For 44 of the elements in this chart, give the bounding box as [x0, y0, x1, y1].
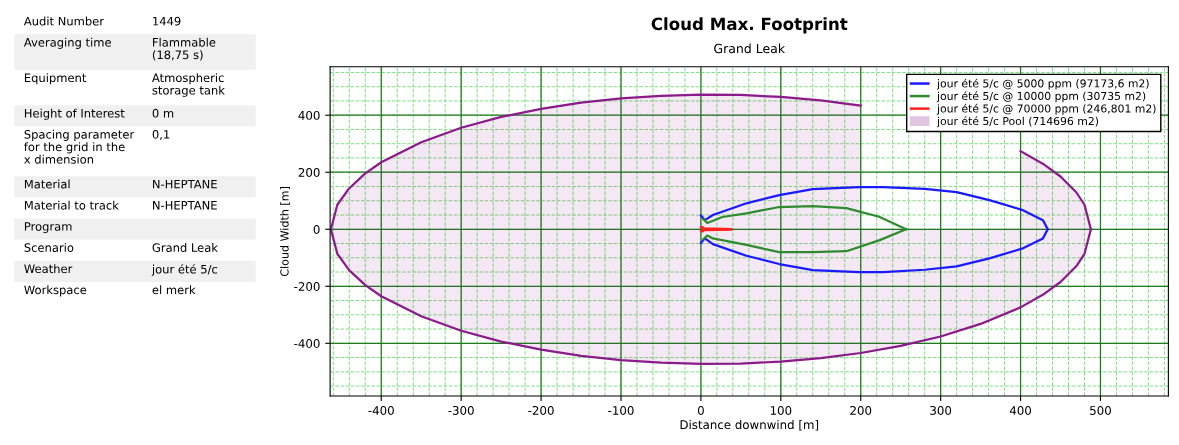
text: Flammable (18,75 s)	[152, 37, 216, 61]
category-label: Program	[24, 222, 72, 234]
chart-subtitle: Grand Leak	[714, 43, 786, 54]
text: 1449	[153, 16, 181, 26]
text: N-HEPTANE	[153, 201, 217, 210]
x-tick-label: -100	[608, 405, 634, 415]
category-label: Averaging time	[23, 37, 111, 49]
category-label: Equipment	[24, 73, 87, 85]
y-tick-label: 200	[298, 167, 320, 177]
category-label: Material to track	[24, 200, 119, 210]
category-label: Material	[24, 179, 70, 189]
x-tick-label: -200	[528, 405, 554, 415]
text: jour été 5/c	[151, 264, 218, 276]
x-tick-label: 200	[850, 405, 872, 415]
legend-label: jour été 5/c @ 70000 ppm (246,801 m2)	[936, 103, 1156, 115]
text: Grand Leak	[152, 243, 218, 252]
text: Atmospheric storage tank	[152, 73, 225, 97]
y-tick-label: 0	[313, 224, 320, 234]
y-tick-label: -200	[294, 282, 320, 291]
legend-label: jour été 5/c @ 5000 ppm (97173,6 m2)	[936, 78, 1149, 90]
y-tick-label: -400	[294, 339, 320, 348]
x-tick-label: 0	[697, 405, 704, 415]
legend-label: jour été 5/c Pool (714696 m2)	[936, 116, 1099, 128]
y-tick-label: 400	[298, 110, 320, 120]
category-label: Audit Number	[23, 16, 105, 26]
x-tick-label: 100	[770, 405, 792, 415]
text: 0 m	[152, 108, 174, 118]
text: 0,1	[152, 130, 170, 140]
category-label: Weather	[24, 264, 73, 274]
x-tick-label: -300	[448, 405, 474, 415]
y-axis-title: Cloud Width [m]	[280, 187, 290, 277]
x-tick-label: -400	[368, 405, 394, 415]
chart-title: Cloud Max. Footprint	[651, 17, 848, 34]
text: N-HEPTANE	[153, 179, 217, 189]
x-tick-label: 300	[930, 405, 952, 415]
text: el merk	[152, 285, 196, 295]
x-tick-label: 400	[1009, 405, 1032, 415]
x-axis-title: Distance downwind [m]	[680, 419, 819, 431]
category-label: Spacing parameter for the grid in the x dimension	[24, 129, 135, 164]
category-label: Scenario	[24, 243, 74, 252]
legend-label: jour été 5/c @ 10000 ppm (30735 m2)	[936, 91, 1146, 103]
category-label: Workspace	[24, 285, 87, 297]
x-tick-label: 500	[1090, 405, 1111, 415]
category-label: Height of Interest	[24, 108, 125, 120]
